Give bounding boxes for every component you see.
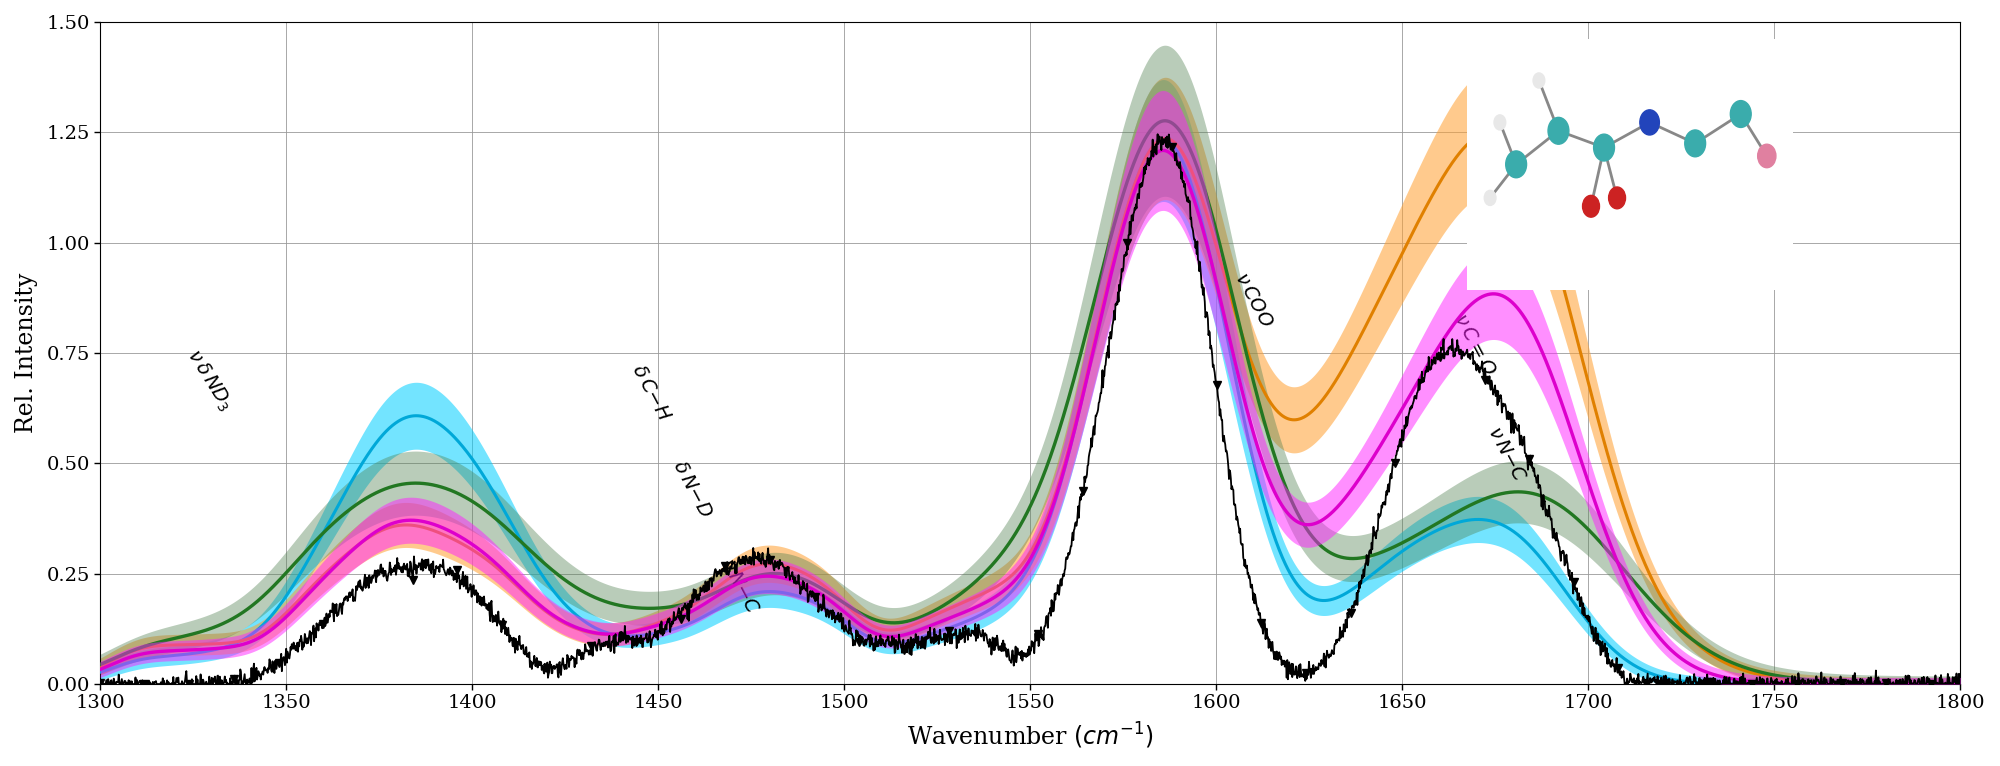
Text: $\nu\,N{-}C$: $\nu\,N{-}C$ <box>1484 424 1528 486</box>
Text: $\nu\,N{-}C$: $\nu\,N{-}C$ <box>718 556 762 618</box>
Text: $\delta\,C{-}H$: $\delta\,C{-}H$ <box>628 361 674 424</box>
Text: $\nu\,\delta\,ND_3$: $\nu\,\delta\,ND_3$ <box>182 345 236 415</box>
Text: $\nu\,COO$: $\nu\,COO$ <box>1232 270 1274 331</box>
Y-axis label: Rel. Intensity: Rel. Intensity <box>14 273 38 434</box>
Text: $\delta\,N{-}D$: $\delta\,N{-}D$ <box>670 457 714 521</box>
X-axis label: Wavenumber $(cm^{-1})$: Wavenumber $(cm^{-1})$ <box>906 721 1154 751</box>
Text: $\nu\,C{=}O$: $\nu\,C{=}O$ <box>1450 311 1498 379</box>
